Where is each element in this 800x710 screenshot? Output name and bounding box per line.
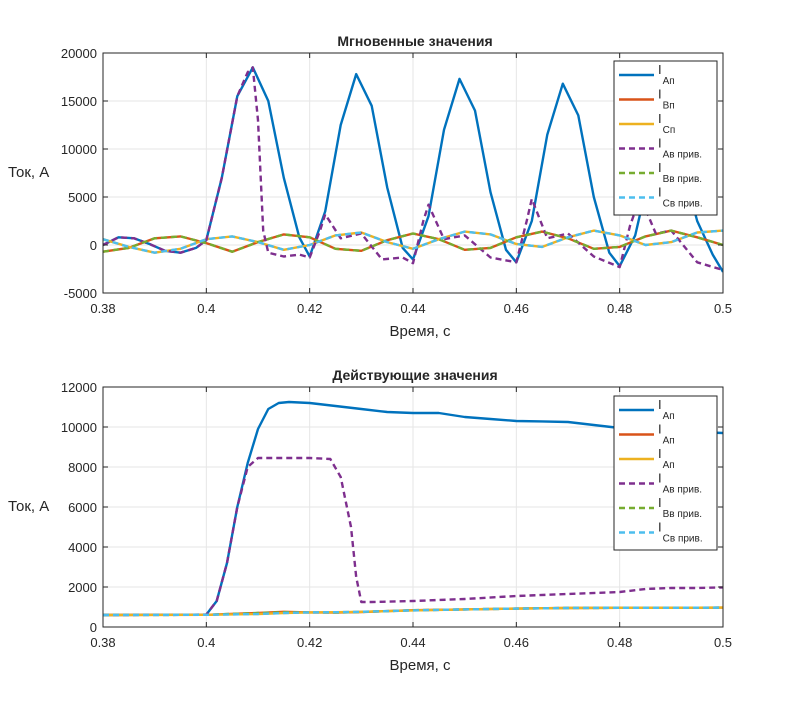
x-axis-label: Время, с (390, 323, 451, 340)
x-tick-label: 0.46 (504, 301, 529, 316)
x-tick-label: 0.38 (90, 301, 115, 316)
y-tick-label: 5000 (68, 190, 97, 205)
x-tick-label: 0.4 (197, 635, 215, 650)
y-tick-label: 0 (90, 238, 97, 253)
chart-panel-2: 0.38 0.4 0.42 0.44 0.46 0.48 0.5 0 2000 4000 6000 8… (8, 367, 732, 674)
x-tick-label: 0.46 (504, 635, 529, 650)
series-line-6 (103, 229, 723, 254)
y-tick-label: 15000 (61, 94, 97, 109)
x-axis-label: Время, с (390, 657, 451, 674)
y-tick-label: -5000 (64, 286, 97, 301)
series-line-4 (103, 66, 723, 272)
series-group (103, 400, 723, 617)
y-tick-label: 8000 (68, 460, 97, 475)
legend-box (613, 60, 718, 216)
series-line-4 (103, 456, 723, 617)
chart-title: Мгновенные значения (337, 33, 492, 49)
x-tick-label: 0.42 (297, 301, 322, 316)
legend-box (613, 395, 718, 551)
chart-title: Действующие значения (332, 367, 497, 383)
y-tick-label: 0 (90, 620, 97, 635)
x-tick-label: 0.5 (714, 301, 732, 316)
series-line-5 (103, 229, 723, 253)
y-axis-label: Ток, А (8, 164, 49, 181)
chart-panel-1: 0.38 0.4 0.42 0.44 0.46 0.48 0.5 -5000 0 5000 1000… (8, 33, 732, 340)
x-tick-label: 0.4 (197, 301, 215, 316)
series-line-6 (103, 606, 723, 617)
x-tick-label: 0.44 (400, 635, 425, 650)
x-tick-label: 0.5 (714, 635, 732, 650)
y-tick-label: 4000 (68, 540, 97, 555)
x-tick-label: 0.48 (607, 301, 632, 316)
series-group (103, 66, 723, 273)
x-tick-label: 0.42 (297, 635, 322, 650)
x-tick-label: 0.38 (90, 635, 115, 650)
x-tick-label: 0.48 (607, 635, 632, 650)
y-tick-label: 6000 (68, 500, 97, 515)
y-tick-label: 20000 (61, 46, 97, 61)
y-tick-label: 12000 (61, 380, 97, 395)
y-axis-label: Ток, А (8, 498, 49, 515)
y-tick-label: 2000 (68, 580, 97, 595)
y-tick-label: 10000 (61, 142, 97, 157)
y-tick-label: 10000 (61, 420, 97, 435)
x-tick-label: 0.44 (400, 301, 425, 316)
